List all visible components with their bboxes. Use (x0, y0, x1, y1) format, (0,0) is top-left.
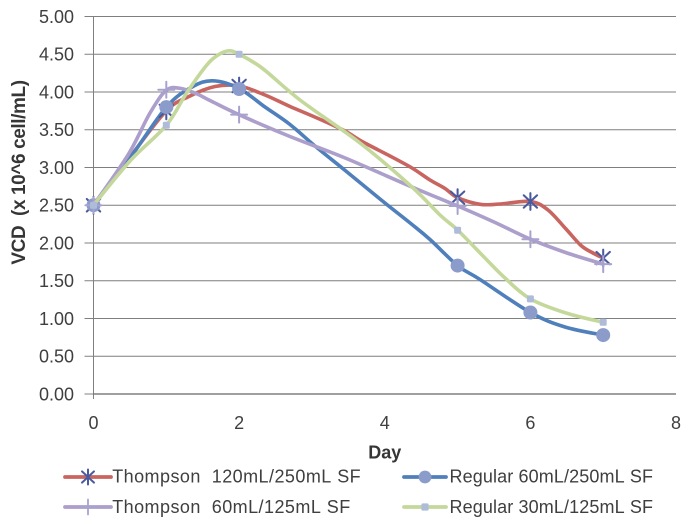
svg-text:0: 0 (88, 413, 98, 433)
svg-text:4: 4 (380, 413, 390, 433)
svg-text:VCD (x 10^6 cell/mL): VCD (x 10^6 cell/mL) (9, 80, 30, 264)
svg-text:1.50: 1.50 (39, 271, 74, 291)
svg-text:2: 2 (234, 413, 244, 433)
svg-text:8: 8 (671, 413, 681, 433)
svg-text:3.00: 3.00 (39, 158, 74, 178)
svg-text:4.50: 4.50 (39, 45, 74, 65)
svg-text:Day: Day (368, 443, 401, 463)
svg-text:3.50: 3.50 (39, 120, 74, 140)
svg-text:4.00: 4.00 (39, 82, 74, 102)
svg-text:0.50: 0.50 (39, 347, 74, 367)
svg-text:6: 6 (525, 413, 535, 433)
svg-text:0.00: 0.00 (39, 384, 74, 404)
svg-text:5.00: 5.00 (39, 7, 74, 27)
svg-text:Thompson 120mL/250mL SF: Thompson 120mL/250mL SF (112, 467, 361, 487)
svg-text:1.00: 1.00 (39, 309, 74, 329)
svg-text:Regular 60mL/250mL SF: Regular 60mL/250mL SF (450, 467, 654, 487)
svg-text:2.00: 2.00 (39, 233, 74, 253)
svg-text:2.50: 2.50 (39, 196, 74, 216)
svg-text:Thompson 60mL/125mL SF: Thompson 60mL/125mL SF (112, 497, 350, 517)
svg-text:Regular 30mL/125mL SF: Regular 30mL/125mL SF (450, 497, 654, 517)
